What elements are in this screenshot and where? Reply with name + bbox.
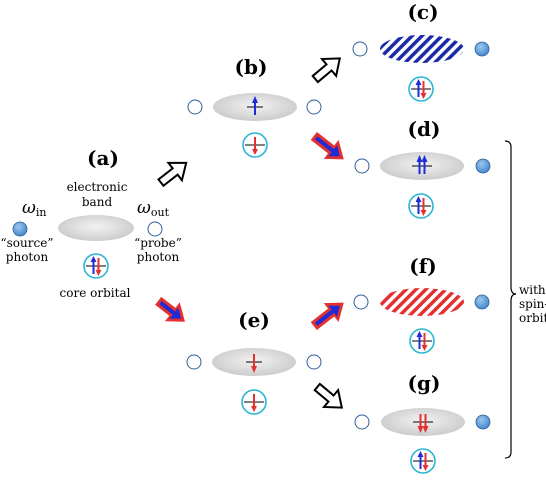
band-b-spin-up — [247, 96, 263, 115]
panel-e-label: (e) — [238, 308, 270, 332]
panel-g: (g) — [354, 371, 491, 474]
panel-c-label: (c) — [407, 0, 438, 24]
panel-b: (b) — [187, 55, 322, 158]
panel-g-label: (g) — [408, 371, 441, 395]
panel-a-label: (a) — [87, 146, 119, 170]
electronic-band — [58, 215, 134, 241]
core-orbital-g — [410, 448, 436, 474]
band-f-hatched-red — [380, 288, 464, 316]
source-photon-label-1: “source” — [1, 236, 54, 250]
panel-e: (e) — [186, 308, 322, 415]
arrow-b-to-c — [311, 57, 342, 84]
photon-in-d — [354, 158, 370, 174]
omega-in-label: ωin — [22, 198, 46, 219]
band-title-line1: electronic — [67, 180, 128, 194]
brace-label-line1: with — [519, 283, 546, 297]
panel-d-label: (d) — [408, 117, 441, 141]
band-title-line2: band — [82, 195, 113, 209]
arrow-e-to-f — [310, 302, 344, 331]
panel-b-label: (b) — [235, 55, 268, 79]
core-orbital-d — [408, 193, 434, 219]
source-photon — [12, 221, 28, 237]
photon-out-e — [306, 354, 322, 370]
photon-in-c — [352, 41, 368, 57]
photon-in-e — [186, 354, 202, 370]
photon-out-c — [474, 41, 490, 57]
photon-out-d — [475, 158, 491, 174]
band-c-hatched-blue — [380, 35, 464, 63]
probe-photon-label-1: “probe” — [134, 236, 182, 250]
core-orbital-f — [409, 328, 435, 354]
photon-out-f — [474, 294, 490, 310]
panel-f: (f) — [353, 254, 490, 354]
panel-c: (c) — [352, 0, 490, 102]
arrow-a-to-b — [157, 161, 188, 188]
core-orbital-label: core orbital — [60, 286, 131, 300]
omega-out-label: ωout — [137, 198, 170, 219]
probe-photon — [147, 221, 163, 237]
core-orbital-c — [408, 76, 434, 102]
arrow-a-to-e — [155, 296, 185, 322]
band-d-two-spin-up — [412, 155, 432, 174]
spin-orbit-brace — [504, 140, 517, 459]
brace-label-line3: orbit — [519, 311, 546, 325]
core-orbital-b — [242, 132, 268, 158]
photon-in-b — [187, 99, 203, 115]
brace-label-line2: spin- — [519, 297, 546, 311]
band-e-spin-down — [246, 354, 262, 373]
panel-d: (d) — [354, 117, 491, 219]
band-g-two-spin-down — [413, 414, 433, 433]
photon-in-g — [354, 414, 370, 430]
photon-out-b — [306, 99, 322, 115]
probe-photon-label-2: photon — [137, 250, 180, 264]
core-orbital-e — [241, 389, 267, 415]
panel-f-label: (f) — [409, 254, 437, 278]
source-photon-label-2: photon — [6, 250, 49, 264]
photon-out-g — [475, 414, 491, 430]
panel-a: (a) electronic band ωin ωout “source” ph… — [1, 146, 182, 300]
core-orbital — [83, 253, 109, 279]
photon-in-f — [353, 294, 369, 310]
arrow-b-to-d — [310, 131, 344, 160]
arrow-e-to-g — [313, 382, 344, 409]
